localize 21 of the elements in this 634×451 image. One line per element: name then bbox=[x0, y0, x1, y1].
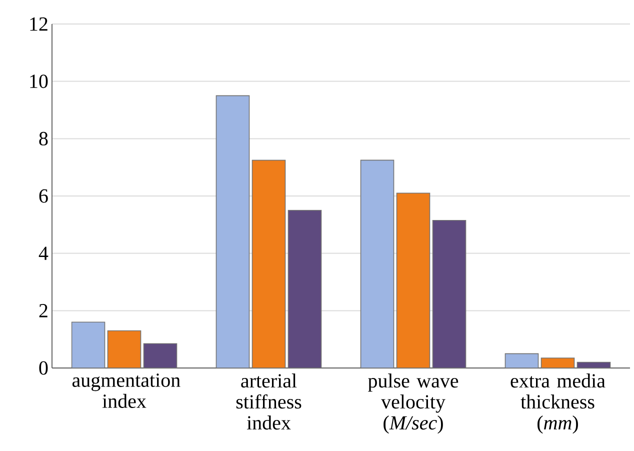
bar bbox=[107, 330, 142, 368]
y-tick-label: 12 bbox=[30, 17, 48, 31]
y-tick-label: 0 bbox=[39, 361, 48, 375]
x-tick-label: pulse wave velocity (M/sec) bbox=[368, 374, 458, 434]
bar bbox=[71, 322, 106, 368]
bar bbox=[396, 192, 430, 368]
y-tick-label: 10 bbox=[30, 74, 48, 88]
x-tick-label: extra media thickness (mm) bbox=[510, 374, 606, 434]
bar bbox=[432, 220, 466, 368]
y-tick-label: 4 bbox=[38, 246, 48, 260]
bar bbox=[252, 160, 286, 368]
bar bbox=[143, 343, 178, 368]
y-tick-label: 2 bbox=[39, 304, 48, 318]
y-tick-label: 8 bbox=[39, 132, 48, 146]
bar bbox=[504, 353, 539, 368]
y-tick-label: 6 bbox=[39, 189, 48, 203]
bar bbox=[216, 95, 250, 368]
x-tick-label: augmentation index bbox=[72, 374, 180, 408]
x-tick-label: arterial stiffness index bbox=[236, 374, 302, 430]
bar bbox=[288, 210, 322, 368]
bar bbox=[360, 160, 394, 368]
